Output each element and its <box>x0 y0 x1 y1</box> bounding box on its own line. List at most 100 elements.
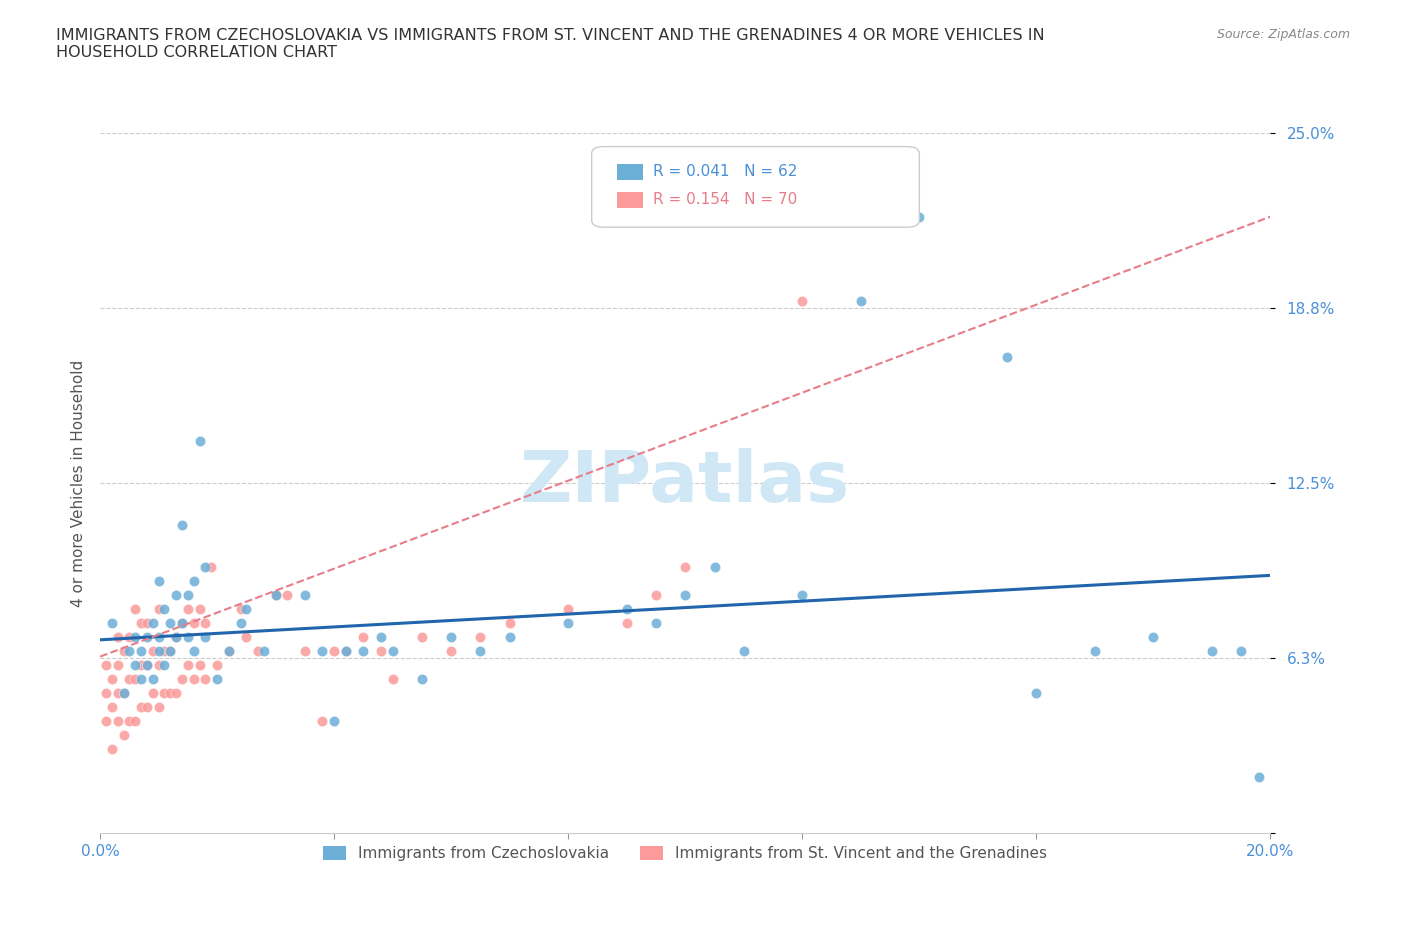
Point <box>235 630 257 644</box>
Point <box>188 433 211 448</box>
Point <box>159 644 181 658</box>
Point <box>177 588 200 603</box>
Point <box>136 658 159 672</box>
Point <box>148 658 170 672</box>
Point <box>183 644 205 658</box>
Point <box>335 644 357 658</box>
Point <box>142 671 165 686</box>
Point <box>1230 644 1253 658</box>
Point <box>294 588 316 603</box>
Point <box>153 644 176 658</box>
Point <box>170 517 193 532</box>
Point <box>129 658 152 672</box>
Point <box>124 671 146 686</box>
Point <box>470 644 492 658</box>
Point <box>177 630 200 644</box>
Point <box>205 671 228 686</box>
Point <box>107 658 129 672</box>
Point <box>557 616 579 631</box>
Point <box>616 602 638 617</box>
Point <box>470 630 492 644</box>
Point <box>101 699 124 714</box>
Point <box>183 574 205 589</box>
Point <box>264 588 287 603</box>
Point <box>1201 644 1223 658</box>
Point <box>107 630 129 644</box>
Text: Source: ZipAtlas.com: Source: ZipAtlas.com <box>1216 28 1350 41</box>
Point <box>194 630 217 644</box>
Point <box>177 658 200 672</box>
Point <box>311 644 333 658</box>
Point <box>205 658 228 672</box>
Point <box>165 588 187 603</box>
Text: IMMIGRANTS FROM CZECHOSLOVAKIA VS IMMIGRANTS FROM ST. VINCENT AND THE GRENADINES: IMMIGRANTS FROM CZECHOSLOVAKIA VS IMMIGR… <box>56 28 1045 60</box>
Point <box>94 658 117 672</box>
Point <box>311 713 333 728</box>
Bar <box>617 193 643 207</box>
Text: ZIPatlas: ZIPatlas <box>520 448 851 517</box>
Point <box>165 630 187 644</box>
Point <box>136 699 159 714</box>
Point <box>148 574 170 589</box>
Point <box>101 741 124 756</box>
Point <box>153 685 176 700</box>
Point <box>218 644 240 658</box>
Point <box>129 699 152 714</box>
Point <box>107 685 129 700</box>
Point <box>323 713 346 728</box>
Point <box>112 644 135 658</box>
Point <box>235 602 257 617</box>
Point <box>165 685 187 700</box>
Point <box>112 727 135 742</box>
Point <box>148 644 170 658</box>
Point <box>229 616 252 631</box>
Point <box>153 602 176 617</box>
Point <box>142 644 165 658</box>
Point <box>645 588 668 603</box>
Point <box>94 685 117 700</box>
Point <box>159 685 181 700</box>
Point <box>118 671 141 686</box>
Point <box>148 630 170 644</box>
Point <box>1142 630 1164 644</box>
Point <box>995 350 1018 365</box>
Point <box>673 588 696 603</box>
Y-axis label: 4 or more Vehicles in Household: 4 or more Vehicles in Household <box>72 359 86 606</box>
Point <box>1247 770 1270 785</box>
Point <box>703 560 725 575</box>
Point <box>136 630 159 644</box>
Point <box>129 616 152 631</box>
Point <box>792 293 814 308</box>
Point <box>440 630 463 644</box>
Point <box>194 616 217 631</box>
Point <box>101 616 124 631</box>
Point <box>352 630 374 644</box>
Point <box>411 671 433 686</box>
Point <box>370 644 392 658</box>
Point <box>136 616 159 631</box>
Point <box>499 616 522 631</box>
Point <box>124 713 146 728</box>
Point <box>253 644 276 658</box>
Point <box>124 630 146 644</box>
Point <box>112 685 135 700</box>
Point <box>183 671 205 686</box>
Point <box>440 644 463 658</box>
Point <box>229 602 252 617</box>
Point <box>170 671 193 686</box>
Point <box>188 602 211 617</box>
Point <box>557 602 579 617</box>
Point <box>276 588 298 603</box>
Point <box>616 616 638 631</box>
Point <box>136 658 159 672</box>
Point <box>733 644 755 658</box>
Point <box>352 644 374 658</box>
FancyBboxPatch shape <box>592 147 920 227</box>
Point <box>124 658 146 672</box>
Point <box>200 560 222 575</box>
Point <box>112 685 135 700</box>
Point <box>247 644 270 658</box>
Point <box>335 644 357 658</box>
Text: R = 0.154   N = 70: R = 0.154 N = 70 <box>652 193 797 207</box>
Point <box>188 658 211 672</box>
